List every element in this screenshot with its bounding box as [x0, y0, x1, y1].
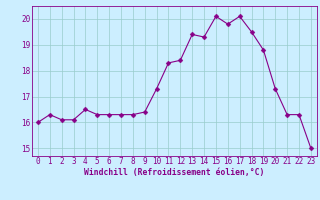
X-axis label: Windchill (Refroidissement éolien,°C): Windchill (Refroidissement éolien,°C): [84, 168, 265, 177]
